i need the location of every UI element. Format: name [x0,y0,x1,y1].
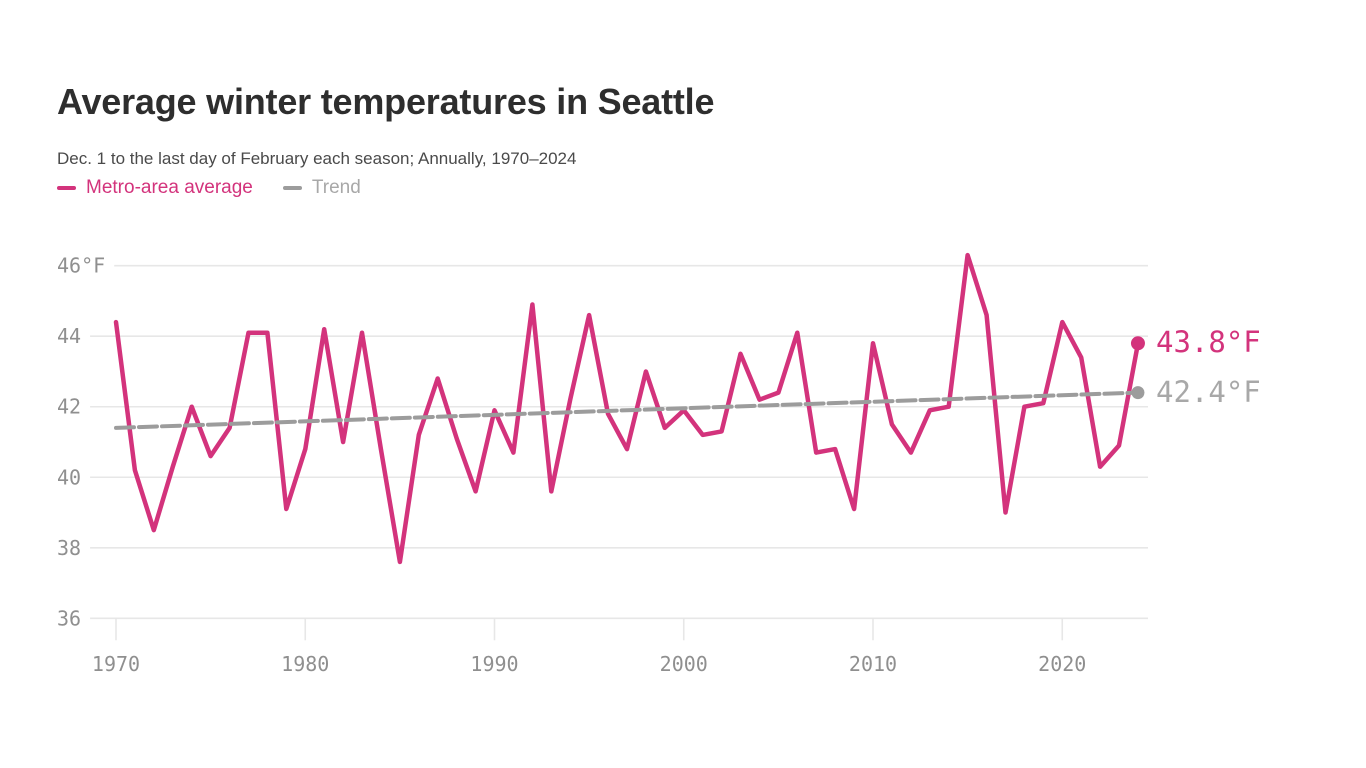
trend-end-value-label: 42.4°F [1156,375,1261,409]
x-tick-label: 2010 [849,652,897,676]
legend-item-trend: Trend [282,177,361,199]
chart-subtitle: Dec. 1 to the last day of February each … [57,149,577,168]
x-tick-label: 1990 [470,652,518,676]
average-end-value-label: 43.8°F [1156,325,1261,359]
trend-endpoint-dot [1131,386,1145,400]
legend-swatch-trend [282,185,302,191]
y-tick-label: 36 [57,606,81,630]
legend-swatch-metro-average [57,185,76,191]
trend-line [114,390,1140,430]
legend-label-trend: Trend [311,177,361,198]
y-tick-label: 42 [57,395,81,419]
average-line [113,252,1141,565]
average-endpoint-dot [1130,336,1145,351]
legend-label-metro-average: Metro-area average [86,177,253,198]
x-tick-label: 1970 [92,652,140,676]
chart-legend: Metro-area average Trend [57,177,361,199]
x-tick-label: 1980 [281,652,329,676]
x-tick-label: 2000 [660,652,708,676]
y-tick-label: 46°F [57,254,105,278]
x-tick-label: 2020 [1038,652,1086,676]
y-tick-label: 40 [57,465,81,489]
y-tick-label: 44 [57,324,81,348]
legend-item-metro-average: Metro-area average [57,177,253,199]
page-title: Average winter temperatures in Seattle [57,81,715,123]
y-tick-label: 38 [57,536,81,560]
